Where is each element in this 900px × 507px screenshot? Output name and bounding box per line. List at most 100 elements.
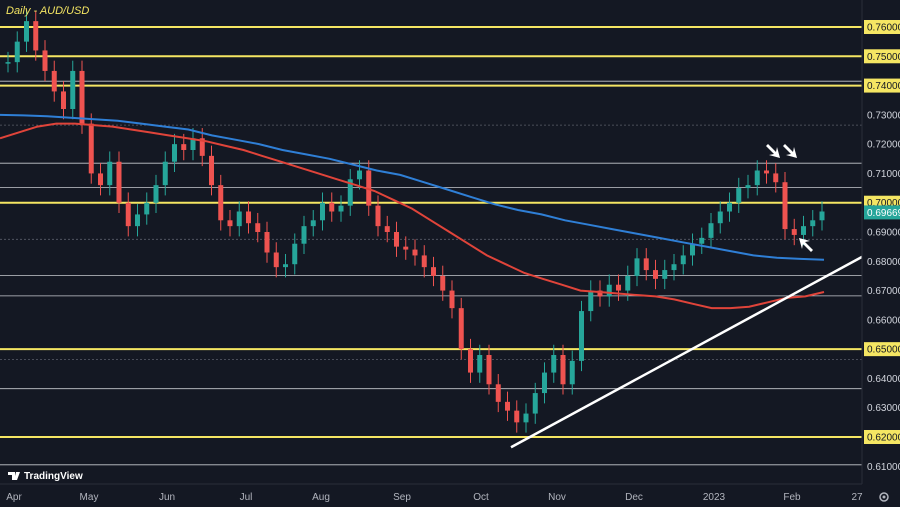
candle-body [135,214,140,227]
candle-body [819,211,825,221]
y-tick-label: 0.70000 [867,198,900,209]
candle-body [357,170,362,180]
candle-body [551,355,557,373]
y-tick-highlight [864,78,900,93]
candle-body [569,360,575,385]
candle-body [653,270,658,279]
candle-body [375,205,381,227]
candle-body [616,284,621,291]
candle-body [690,243,695,256]
candle-body [643,258,649,271]
candle-body [14,41,20,63]
candle-body [301,226,307,244]
candle-body [310,220,316,227]
x-tick-label: Dec [625,492,643,503]
candles [5,10,825,433]
y-axis: 0.76000 0.75000 0.74000 0.73000 0.72000 0.710… [861,0,900,484]
candle-body [514,410,520,423]
candle-body [560,355,566,385]
candle-body [116,161,122,203]
annotation-arrow [783,144,797,158]
candle-body [98,173,103,186]
candle-body [42,50,48,71]
candle-body [431,267,436,276]
candle-body [384,226,390,232]
y-tick-label: 0.76000 [867,23,900,34]
candle-body [51,70,57,92]
candle-body [542,372,547,394]
annotation-arrow [799,238,813,252]
candle-body [597,290,603,297]
tradingview-icon [8,472,20,480]
key-levels [0,26,862,438]
candle-body [79,70,85,124]
candle-body [680,255,686,265]
ma-fast-line [0,122,825,310]
candle-body [88,123,94,174]
candle-body [505,401,510,411]
candle-body [144,202,150,215]
candle-body [588,290,594,312]
candle-body [606,284,612,297]
candle-body [246,211,251,224]
candle-body [477,355,483,373]
candle-body [125,202,131,227]
candle-body [33,21,39,51]
candle-body [625,275,631,291]
candle-body [162,161,168,186]
candle-body [727,202,732,212]
x-tick-label: Feb [783,492,801,503]
candle-body [107,161,113,186]
trendline [510,255,863,449]
x-tick-label: 27 [851,492,863,503]
candle-body [5,62,11,64]
y-tick-label: 0.69000 [867,228,900,239]
y-tick-label: 0.75000 [867,52,900,63]
candle-body [24,21,29,42]
x-tick-label: Jul [240,492,253,503]
x-tick-label: Aug [312,492,330,503]
x-tick-label: 2023 [703,492,726,503]
y-tick-label: 0.67000 [867,286,900,297]
x-tick-label: Apr [6,492,22,503]
y-tick-label: 0.64000 [867,374,900,385]
candle-body [236,211,242,227]
candle-body [329,202,335,212]
x-axis: Apr May Jun Jul Aug Sep Oct Nov Dec 2023 Feb 27 [0,483,863,503]
candle-body [421,255,427,268]
y-tick-label: 0.68000 [867,257,900,268]
tradingview-label: TradingView [24,471,83,482]
candle-body [708,223,714,238]
candle-body [218,185,224,221]
y-tick-label: 0.72000 [867,140,900,151]
candle-body [458,308,464,350]
y-tick-label: 0.63000 [867,403,900,414]
candle-body [736,188,742,203]
y-tick-highlight [864,430,900,444]
candle-body [320,202,325,221]
candle-body [773,173,779,183]
arrows-group [766,144,813,252]
x-tick-label: May [80,492,99,503]
candle-body [449,290,455,309]
chart-title: Daily - AUD/USD [6,5,89,17]
candle-body [255,223,261,232]
x-tick-label: Sep [393,492,411,503]
candle-body [273,252,279,268]
settings-icon[interactable] [879,492,889,502]
candle-body [662,270,668,279]
candle-body [181,144,187,150]
candle-body [227,220,233,227]
x-tick-label: Oct [473,492,489,503]
y-tick-label: 0.61000 [867,462,900,473]
candle-body [283,264,288,268]
ma-slow-line [0,113,825,261]
candle-body [671,264,677,271]
tradingview-logo: TradingView [8,471,83,482]
candle-body [699,237,705,244]
candle-body [745,185,751,189]
minor-levels [0,80,862,466]
candle-body [440,275,446,291]
